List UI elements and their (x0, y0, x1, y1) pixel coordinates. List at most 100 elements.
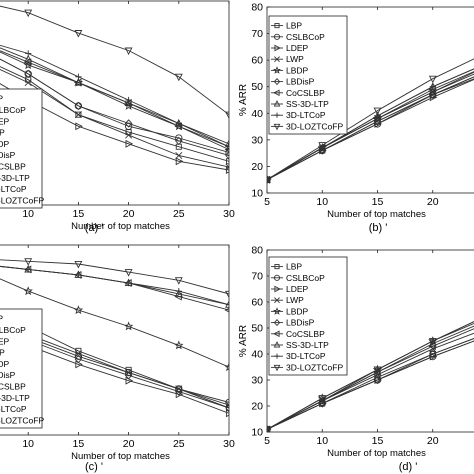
data-point (428, 339, 437, 347)
legend-marker (273, 100, 281, 107)
legend-marker (273, 319, 281, 327)
data-point (224, 362, 229, 372)
x-tick-label: 10 (316, 196, 328, 208)
y-tick-label: 10 (251, 427, 263, 439)
legend-entry: 3D-LTCoP (286, 110, 326, 120)
x-tick-label: 20 (427, 435, 439, 447)
data-point (225, 151, 229, 160)
data-point (428, 75, 437, 84)
chart-a: 10 15 20 25 30 Number of top matches LBPCSLBCo… (0, 0, 235, 232)
legend-entry: LBP (286, 21, 302, 31)
y-tick-label: 40 (251, 349, 263, 361)
data-point (225, 290, 229, 299)
data-point (124, 98, 133, 107)
data-point (73, 305, 84, 315)
legend-entry: 3D-LOZTCoFP (0, 195, 44, 205)
data-point (24, 258, 33, 266)
x-tick-label: 20 (123, 438, 135, 450)
data-point (373, 107, 382, 116)
data-point (174, 73, 183, 82)
series-line (267, 76, 474, 181)
legend-marker (273, 33, 281, 40)
series-lbdisp (0, 58, 229, 160)
data-point (225, 139, 229, 147)
data-point (374, 119, 382, 128)
data-point (175, 151, 183, 159)
series-3d-loztcofp (0, 5, 229, 120)
chart-c: 10 15 20 25 30 Number of top matches LBPCSLBCo… (0, 244, 235, 462)
data-point (74, 101, 83, 111)
data-point (124, 119, 133, 128)
series-line (0, 278, 229, 368)
data-point (25, 266, 32, 273)
data-point (74, 111, 82, 119)
y-tick-label: 20 (251, 401, 263, 413)
data-point (225, 301, 229, 308)
data-point (125, 96, 132, 104)
legend-marker (273, 307, 281, 315)
legend-entry: LWP (286, 54, 304, 64)
legend-marker (273, 274, 281, 281)
y-tick-label: 40 (251, 108, 263, 120)
data-point (225, 158, 229, 165)
legend-entry: LBDP (286, 65, 309, 75)
data-point (373, 375, 382, 385)
data-point (73, 78, 82, 87)
legend-entry: LBP (286, 262, 302, 272)
series-3d-ltcop (0, 44, 229, 150)
data-point (74, 30, 83, 38)
legend-entry: 3D-LOZTCoFP (0, 415, 44, 425)
legend-entry: CSLBCoP (0, 105, 26, 115)
legend-entry: LBDisP (286, 77, 315, 87)
data-point (174, 136, 183, 146)
data-point (174, 387, 183, 396)
series-lbdp (0, 278, 229, 372)
legend-marker (273, 123, 281, 131)
data-point (429, 93, 438, 102)
legend-entry: CSLBCoP (286, 32, 325, 42)
plot-area-frame (0, 0, 230, 206)
legend-entry: 3D-LTCoP (286, 351, 326, 361)
data-point (125, 131, 133, 139)
series-3d-loztcofp (0, 258, 229, 299)
data-point (428, 349, 437, 359)
data-point (74, 350, 82, 358)
y-tick-label: 70 (251, 271, 263, 283)
data-point (225, 143, 229, 150)
data-point (267, 176, 271, 185)
legend-marker (274, 23, 280, 29)
data-point (125, 139, 134, 148)
legend-entry: LWP (286, 295, 304, 305)
data-point (24, 9, 33, 18)
legend-entry: CSLBCoP (286, 273, 325, 283)
data-point (175, 157, 184, 166)
data-point (373, 367, 382, 376)
data-point (24, 79, 32, 87)
plot-area-frame (0, 244, 230, 436)
data-point (428, 90, 437, 99)
data-point (428, 337, 437, 346)
legend-entry: LBP (0, 94, 3, 104)
caption-b: (b) ' (369, 222, 388, 234)
data-point (224, 307, 229, 313)
series-line (0, 259, 229, 295)
data-point (123, 321, 134, 331)
legend-entry: LBDP (0, 359, 10, 369)
y-axis-label: % ARR (238, 325, 249, 357)
series-3d-ltcop (0, 265, 229, 308)
data-point (24, 69, 33, 79)
data-point (225, 111, 229, 120)
data-point (174, 289, 183, 297)
legend-entry: CoCSLBP (0, 161, 26, 171)
data-point (175, 120, 182, 127)
series-3d-loztcofp (267, 58, 474, 185)
data-point (175, 390, 184, 399)
data-point (124, 371, 133, 380)
series-line (0, 58, 229, 156)
chart-b: 5101520251020304050607080Number of top m… (238, 2, 474, 220)
data-point (225, 163, 229, 171)
data-point (74, 354, 83, 364)
legend-marker (273, 330, 280, 338)
